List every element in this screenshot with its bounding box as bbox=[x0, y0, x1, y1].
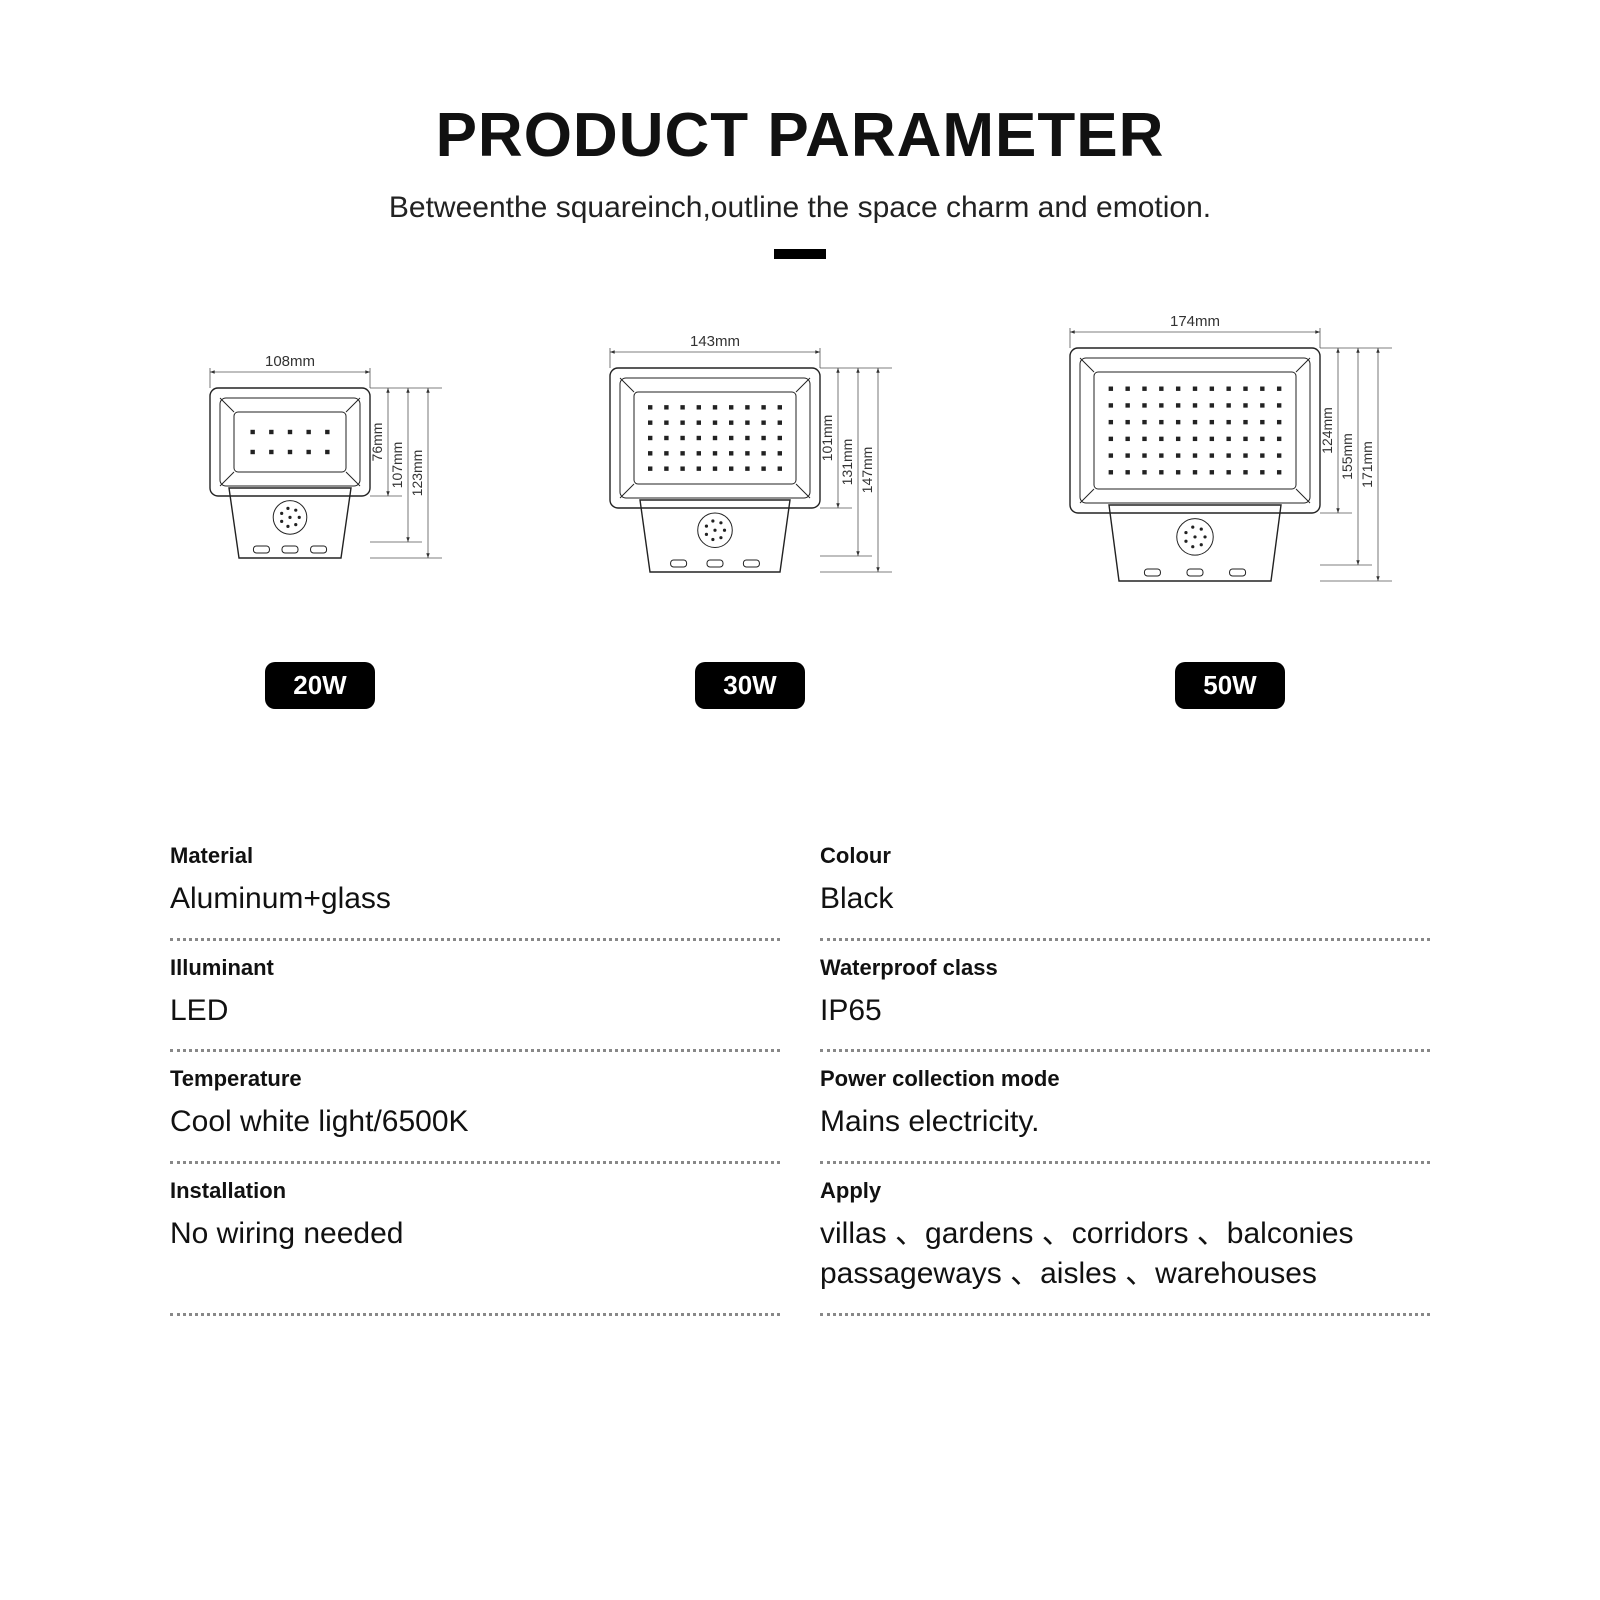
spec-label: Waterproof class bbox=[820, 955, 1430, 981]
page-title: PRODUCT PARAMETER bbox=[170, 100, 1430, 171]
product-diagram-icon: 143mm 101mm131mm147mm bbox=[570, 334, 930, 634]
spec-label: Apply bbox=[820, 1178, 1430, 1204]
svg-text:155mm: 155mm bbox=[1339, 433, 1355, 480]
svg-text:131mm: 131mm bbox=[839, 439, 855, 486]
spec-value: Aluminum+glass bbox=[170, 879, 780, 920]
spec-value: No wiring needed bbox=[170, 1214, 780, 1255]
specs-grid: Material Aluminum+glass Colour Black Illumin… bbox=[170, 829, 1430, 1316]
spec-value: IP65 bbox=[820, 991, 1430, 1032]
spec-cell: Installation No wiring needed bbox=[170, 1164, 780, 1316]
spec-value: Mains electricity. bbox=[820, 1102, 1430, 1143]
spec-label: Colour bbox=[820, 843, 1430, 869]
svg-text:101mm: 101mm bbox=[819, 415, 835, 462]
divider bbox=[774, 249, 826, 259]
svg-text:147mm: 147mm bbox=[859, 447, 875, 494]
spec-label: Material bbox=[170, 843, 780, 869]
product-diagram-icon: 108mm 76mm107mm123mm bbox=[170, 354, 470, 634]
svg-text:174mm: 174mm bbox=[1170, 314, 1220, 330]
wattage-badge: 50W bbox=[1175, 662, 1284, 709]
spec-cell: Illuminant LED bbox=[170, 941, 780, 1053]
spec-cell: Temperature Cool white light/6500K bbox=[170, 1052, 780, 1164]
spec-cell: Apply villas 、gardens 、corridors 、balconi… bbox=[820, 1164, 1430, 1316]
svg-text:76mm: 76mm bbox=[369, 423, 385, 462]
spec-value: villas 、gardens 、corridors 、balconies pa… bbox=[820, 1214, 1430, 1295]
diagram: 108mm 76mm107mm123mm 20W bbox=[170, 354, 470, 709]
svg-text:124mm: 124mm bbox=[1319, 407, 1335, 454]
wattage-badge: 20W bbox=[265, 662, 374, 709]
diagram: 143mm 101mm131mm147mm 30W bbox=[570, 334, 930, 709]
product-diagram-icon: 174mm 124mm155mm171mm bbox=[1030, 314, 1430, 634]
svg-text:107mm: 107mm bbox=[389, 442, 405, 489]
spec-label: Illuminant bbox=[170, 955, 780, 981]
spec-label: Power collection mode bbox=[820, 1066, 1430, 1092]
spec-label: Temperature bbox=[170, 1066, 780, 1092]
diagram: 174mm 124mm155mm171mm 50W bbox=[1030, 314, 1430, 709]
spec-label: Installation bbox=[170, 1178, 780, 1204]
spec-cell: Power collection mode Mains electricity. bbox=[820, 1052, 1430, 1164]
svg-text:123mm: 123mm bbox=[409, 450, 425, 497]
spec-cell: Material Aluminum+glass bbox=[170, 829, 780, 941]
wattage-badge: 30W bbox=[695, 662, 804, 709]
spec-cell: Colour Black bbox=[820, 829, 1430, 941]
spec-cell: Waterproof class IP65 bbox=[820, 941, 1430, 1053]
svg-text:171mm: 171mm bbox=[1359, 441, 1375, 488]
diagrams-row: 108mm 76mm107mm123mm 20W 143mm 101mm131mm147… bbox=[170, 314, 1430, 709]
page-subtitle: Betweenthe squareinch,outline the space … bbox=[170, 191, 1430, 225]
svg-text:143mm: 143mm bbox=[690, 334, 740, 350]
spec-value: Black bbox=[820, 879, 1430, 920]
svg-text:108mm: 108mm bbox=[265, 354, 315, 370]
spec-value: LED bbox=[170, 991, 780, 1032]
spec-value: Cool white light/6500K bbox=[170, 1102, 780, 1143]
